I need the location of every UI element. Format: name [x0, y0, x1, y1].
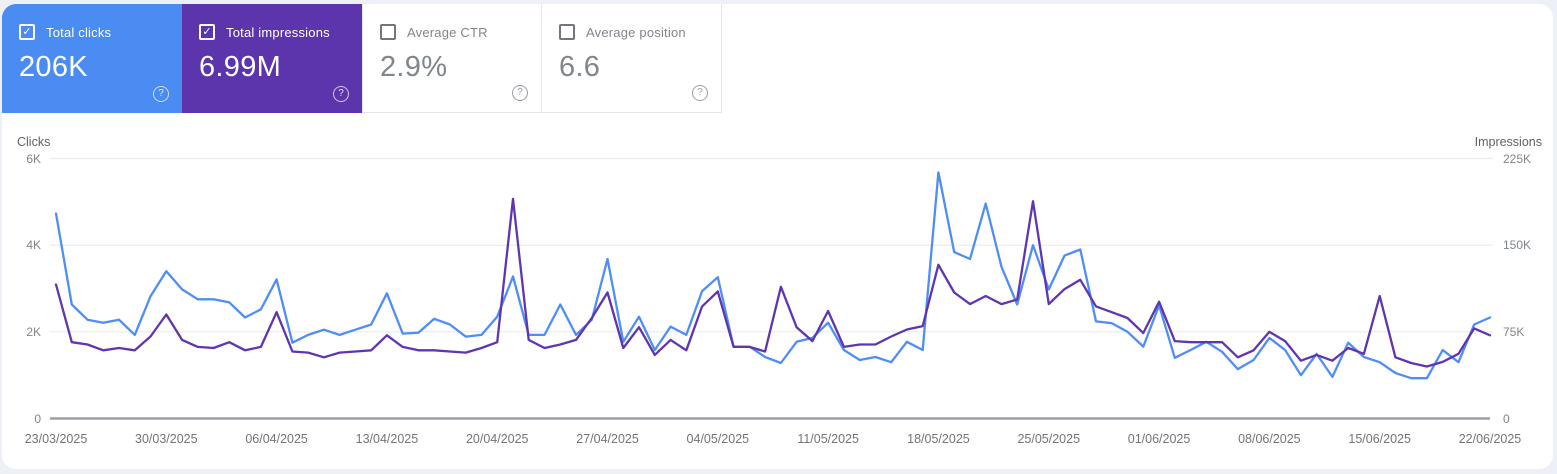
metric-card-total-clicks[interactable]: ✓ Total clicks 206K ?: [2, 4, 182, 113]
axis-tick-label: 2K: [26, 324, 41, 339]
help-icon[interactable]: ?: [512, 85, 528, 101]
card-label: Total clicks: [46, 24, 112, 40]
date-tick-label: 30/03/2025: [135, 432, 198, 446]
date-tick-label: 22/06/2025: [1458, 432, 1522, 446]
checkbox-total-impressions[interactable]: ✓: [199, 24, 215, 40]
metric-card-average-ctr[interactable]: Average CTR 2.9% ?: [362, 4, 542, 113]
date-tick-label: 04/05/2025: [686, 432, 750, 446]
axis-tick-label: 4K: [26, 238, 41, 253]
date-tick-label: 01/06/2025: [1127, 432, 1191, 446]
date-tick-label: 18/05/2025: [907, 432, 970, 446]
clicks-series-line: [54, 171, 1492, 380]
card-head: Average CTR: [363, 4, 541, 40]
impressions-series-line: [54, 197, 1492, 368]
date-tick-label: 27/04/2025: [576, 432, 639, 446]
date-tick-label: 23/03/2025: [24, 432, 88, 446]
right-axis-ticks: 225K 150K 75K 0: [1503, 0, 1553, 474]
axis-tick-label: 225K: [1503, 151, 1532, 166]
metric-card-total-impressions[interactable]: ✓ Total impressions 6.99M ?: [182, 4, 362, 113]
average-position-value: 6.6: [559, 51, 601, 83]
total-clicks-value: 206K: [19, 51, 88, 83]
average-ctr-value: 2.9%: [380, 51, 448, 83]
axis-tick-label: 6K: [26, 151, 41, 166]
checkbox-total-clicks[interactable]: ✓: [19, 24, 35, 40]
date-tick-label: 15/06/2025: [1348, 432, 1411, 446]
axis-tick-label: 0: [34, 411, 41, 426]
left-axis-title: Clicks: [17, 135, 51, 149]
right-axis-title: Impressions: [1474, 135, 1542, 149]
total-impressions-value: 6.99M: [199, 51, 282, 83]
checkbox-average-ctr[interactable]: [380, 24, 396, 40]
help-icon[interactable]: ?: [153, 86, 169, 102]
date-tick-label: 11/05/2025: [797, 432, 859, 446]
date-tick-label: 08/06/2025: [1238, 432, 1301, 446]
date-tick-label: 13/04/2025: [355, 432, 419, 446]
metric-cards-row: ✓ Total clicks 206K ? ✓ Total impression…: [2, 4, 722, 113]
card-head: ✓ Total impressions: [182, 4, 362, 40]
card-label: Average position: [586, 24, 686, 40]
axis-tick-label: 150K: [1503, 238, 1532, 253]
axis-tick-label: 75K: [1503, 324, 1525, 339]
card-label: Total impressions: [226, 24, 330, 40]
metric-card-average-position[interactable]: Average position 6.6 ?: [542, 4, 722, 113]
help-icon[interactable]: ?: [333, 86, 349, 102]
date-tick-label: 20/04/2025: [465, 432, 529, 446]
axis-tick-label: 0: [1503, 411, 1510, 426]
checkbox-average-position[interactable]: [559, 24, 575, 40]
date-tick-label: 06/04/2025: [245, 432, 308, 446]
help-icon[interactable]: ?: [692, 85, 708, 101]
date-tick-label: 25/05/2025: [1017, 432, 1081, 446]
left-axis-ticks: 6K 4K 2K 0: [0, 0, 41, 474]
card-head: ✓ Total clicks: [2, 4, 182, 40]
card-label: Average CTR: [407, 24, 488, 40]
card-head: Average position: [542, 4, 721, 40]
